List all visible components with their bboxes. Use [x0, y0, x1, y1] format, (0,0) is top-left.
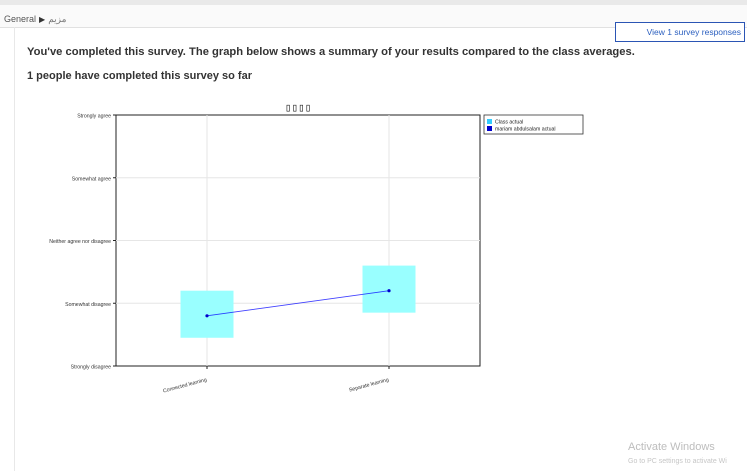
- student-point: [205, 314, 209, 318]
- breadcrumb-bar: General ▶ مزيم: [0, 5, 747, 28]
- breadcrumb-separator-icon: ▶: [39, 15, 46, 24]
- student-point: [387, 289, 391, 293]
- x-tick-label: Connected learning: [162, 377, 207, 394]
- legend-swatch: [487, 126, 492, 131]
- completion-count-text: 1 people have completed this survey so f…: [27, 70, 252, 82]
- chart-title: ▯▯▯▯: [285, 101, 312, 114]
- legend-swatch: [487, 119, 492, 124]
- breadcrumb-item-general[interactable]: General: [4, 14, 37, 24]
- y-tick-label: Somewhat disagree: [65, 302, 111, 308]
- student-line: [206, 290, 390, 317]
- top-bar: [0, 0, 747, 5]
- y-tick-label: Strongly agree: [77, 114, 111, 120]
- legend-label: Class actual: [495, 120, 523, 126]
- left-border: [14, 27, 15, 471]
- windows-activation-watermark: Activate Windows: [628, 441, 715, 453]
- legend-box: [483, 114, 584, 135]
- y-tick-label: Strongly disagree: [71, 365, 111, 371]
- breadcrumb-item-current[interactable]: مزيم: [48, 14, 67, 24]
- survey-summary-text: You've completed this survey. The graph …: [27, 46, 635, 58]
- y-tick-label: Somewhat agree: [72, 176, 111, 182]
- legend-label: mariam abdulsalam actual: [495, 127, 556, 133]
- windows-activation-hint: Go to PC settings to activate Wi: [628, 458, 727, 465]
- y-tick-label: Neither agree nor disagree: [49, 239, 111, 245]
- view-survey-responses-link[interactable]: View 1 survey responses: [615, 22, 745, 42]
- breadcrumb: General ▶ مزيم: [4, 14, 66, 25]
- x-tick-label: Separate learning: [348, 377, 389, 393]
